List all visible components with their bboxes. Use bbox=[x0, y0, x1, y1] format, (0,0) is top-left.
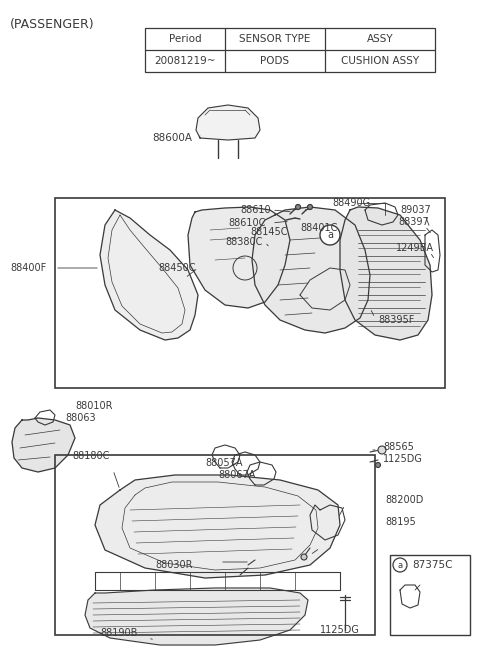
Polygon shape bbox=[100, 210, 198, 340]
Text: 88380C: 88380C bbox=[225, 237, 263, 247]
Text: ASSY: ASSY bbox=[367, 34, 393, 44]
Circle shape bbox=[308, 204, 312, 210]
Bar bbox=[390, 555, 470, 635]
Text: SENSOR TYPE: SENSOR TYPE bbox=[240, 34, 311, 44]
Circle shape bbox=[393, 558, 407, 572]
Text: 1125DG: 1125DG bbox=[383, 454, 423, 464]
Circle shape bbox=[375, 462, 381, 468]
Text: 1125DG: 1125DG bbox=[320, 625, 360, 635]
Text: 88610C: 88610C bbox=[228, 218, 265, 228]
Polygon shape bbox=[12, 418, 75, 472]
Text: 88400F: 88400F bbox=[10, 263, 46, 273]
Bar bbox=[145, 28, 435, 72]
Text: 88180C: 88180C bbox=[72, 451, 109, 461]
Polygon shape bbox=[95, 475, 340, 578]
Text: 88145C: 88145C bbox=[250, 227, 288, 237]
Text: 88600A: 88600A bbox=[152, 133, 192, 143]
Text: 88565: 88565 bbox=[383, 442, 414, 452]
Bar bbox=[55, 455, 375, 635]
Text: 89037: 89037 bbox=[400, 205, 431, 215]
Text: 1249BA: 1249BA bbox=[396, 243, 434, 253]
Text: 88030R: 88030R bbox=[155, 560, 192, 570]
Text: 88067A: 88067A bbox=[218, 470, 255, 480]
Text: 88195: 88195 bbox=[385, 517, 416, 527]
Text: 20081219~: 20081219~ bbox=[154, 56, 216, 66]
Text: 88490G: 88490G bbox=[332, 198, 370, 208]
Circle shape bbox=[320, 225, 340, 245]
Circle shape bbox=[378, 446, 386, 454]
Text: 88397: 88397 bbox=[398, 217, 429, 227]
Polygon shape bbox=[196, 105, 260, 140]
Text: a: a bbox=[397, 561, 403, 569]
Circle shape bbox=[301, 554, 307, 560]
Polygon shape bbox=[85, 588, 308, 645]
Bar bbox=[55, 198, 445, 388]
Text: PODS: PODS bbox=[261, 56, 289, 66]
Polygon shape bbox=[340, 207, 432, 340]
Text: a: a bbox=[327, 230, 333, 240]
Text: 88190B: 88190B bbox=[100, 628, 137, 638]
Text: 88395F: 88395F bbox=[378, 315, 414, 325]
Polygon shape bbox=[188, 207, 290, 308]
Text: CUSHION ASSY: CUSHION ASSY bbox=[341, 56, 419, 66]
Text: 88401C: 88401C bbox=[300, 223, 337, 233]
Text: 88057A: 88057A bbox=[205, 458, 242, 468]
Text: 88010R: 88010R bbox=[75, 401, 112, 411]
Text: 88610: 88610 bbox=[240, 205, 271, 215]
Text: 88063: 88063 bbox=[65, 413, 96, 423]
Polygon shape bbox=[252, 207, 370, 333]
Text: (PASSENGER): (PASSENGER) bbox=[10, 18, 95, 31]
Text: 88450C: 88450C bbox=[158, 263, 195, 273]
Text: 87375C: 87375C bbox=[412, 560, 453, 570]
Text: 88200D: 88200D bbox=[385, 495, 423, 505]
Text: Period: Period bbox=[168, 34, 201, 44]
Circle shape bbox=[296, 204, 300, 210]
